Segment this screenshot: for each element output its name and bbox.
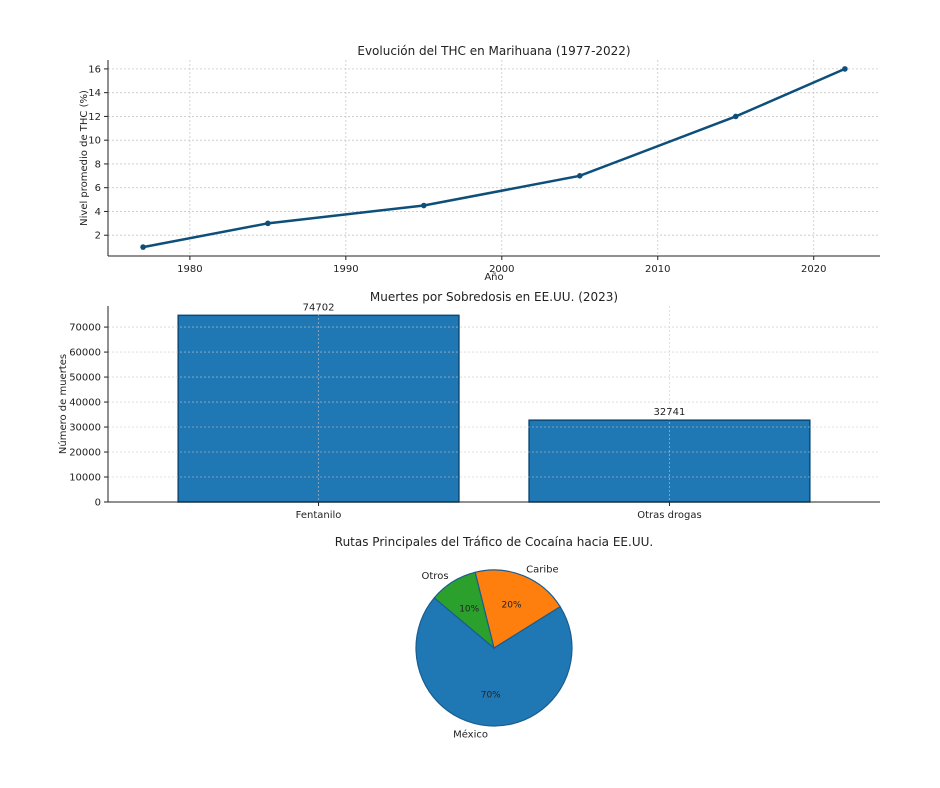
- chart-title: Muertes por Sobredosis en EE.UU. (2023): [370, 290, 618, 304]
- pie-slice: [415, 597, 573, 727]
- x-axis-label: Año: [484, 272, 503, 283]
- y-tick-label: 10: [88, 136, 101, 147]
- y-tick-label: 30000: [69, 423, 101, 434]
- data-point: [421, 202, 427, 209]
- thc-series-line: [142, 67, 846, 249]
- data-point: [732, 113, 739, 120]
- data-point: [576, 173, 583, 179]
- x-tick-label: 2020: [801, 264, 826, 275]
- y-tick-label: 0: [95, 498, 101, 509]
- y-tick-label: 14: [88, 88, 101, 99]
- pie-slice-label: Caribe: [526, 564, 559, 575]
- y-axis-label: Número de muertes: [57, 354, 69, 454]
- pie-slice-label: México: [453, 729, 488, 741]
- bar-value-label: 32741: [654, 407, 686, 418]
- y-tick-label: 50000: [69, 373, 101, 384]
- pie-slice-label: Otros: [422, 571, 449, 582]
- x-tick-label: 2010: [645, 264, 670, 275]
- y-tick-label: 6: [95, 183, 101, 194]
- x-tick-label: 1990: [333, 264, 358, 275]
- pie-slice: [433, 571, 496, 650]
- data-point: [842, 66, 848, 72]
- x-tick-label: Fentanilo: [296, 510, 342, 521]
- chart-title: Evolución del THC en Marihuana (1977-202…: [357, 44, 630, 58]
- overdose-bar-chart: Muertes por Sobredosis en EE.UU. (2023) …: [57, 290, 880, 521]
- thc-line-chart: Evolución del THC en Marihuana (1977-202…: [79, 44, 880, 283]
- y-tick-label: 40000: [69, 398, 101, 409]
- y-tick-label: 10000: [69, 473, 101, 484]
- y-tick-label: 8: [95, 159, 101, 170]
- y-tick-label: 60000: [69, 348, 101, 359]
- x-tick-label: 2000: [489, 264, 514, 275]
- y-tick-label: 70000: [69, 323, 101, 334]
- y-tick-label: 4: [95, 207, 101, 218]
- bar-value-label: 74702: [303, 302, 335, 313]
- y-tick-label: 12: [88, 112, 101, 123]
- pie-pct-label: 10%: [459, 604, 479, 614]
- y-tick-label: 2: [95, 231, 101, 242]
- chart-title: Rutas Principales del Tráfico de Cocaína…: [335, 535, 653, 549]
- pie-pct-label: 20%: [502, 601, 522, 611]
- cocaine-routes-pie-chart: Rutas Principales del Tráfico de Cocaína…: [335, 535, 653, 741]
- bar: [528, 419, 811, 503]
- data-point: [265, 220, 271, 227]
- pie-pct-label: 70%: [481, 691, 501, 701]
- data-point: [140, 244, 146, 250]
- x-tick-label: Otras drogas: [637, 510, 701, 521]
- y-axis-label: Nivel promedio de THC (%): [79, 90, 90, 226]
- x-tick-label: 1980: [177, 264, 202, 275]
- y-tick-label: 16: [88, 64, 101, 75]
- pie-slice: [474, 569, 561, 649]
- y-tick-label: 20000: [69, 448, 101, 459]
